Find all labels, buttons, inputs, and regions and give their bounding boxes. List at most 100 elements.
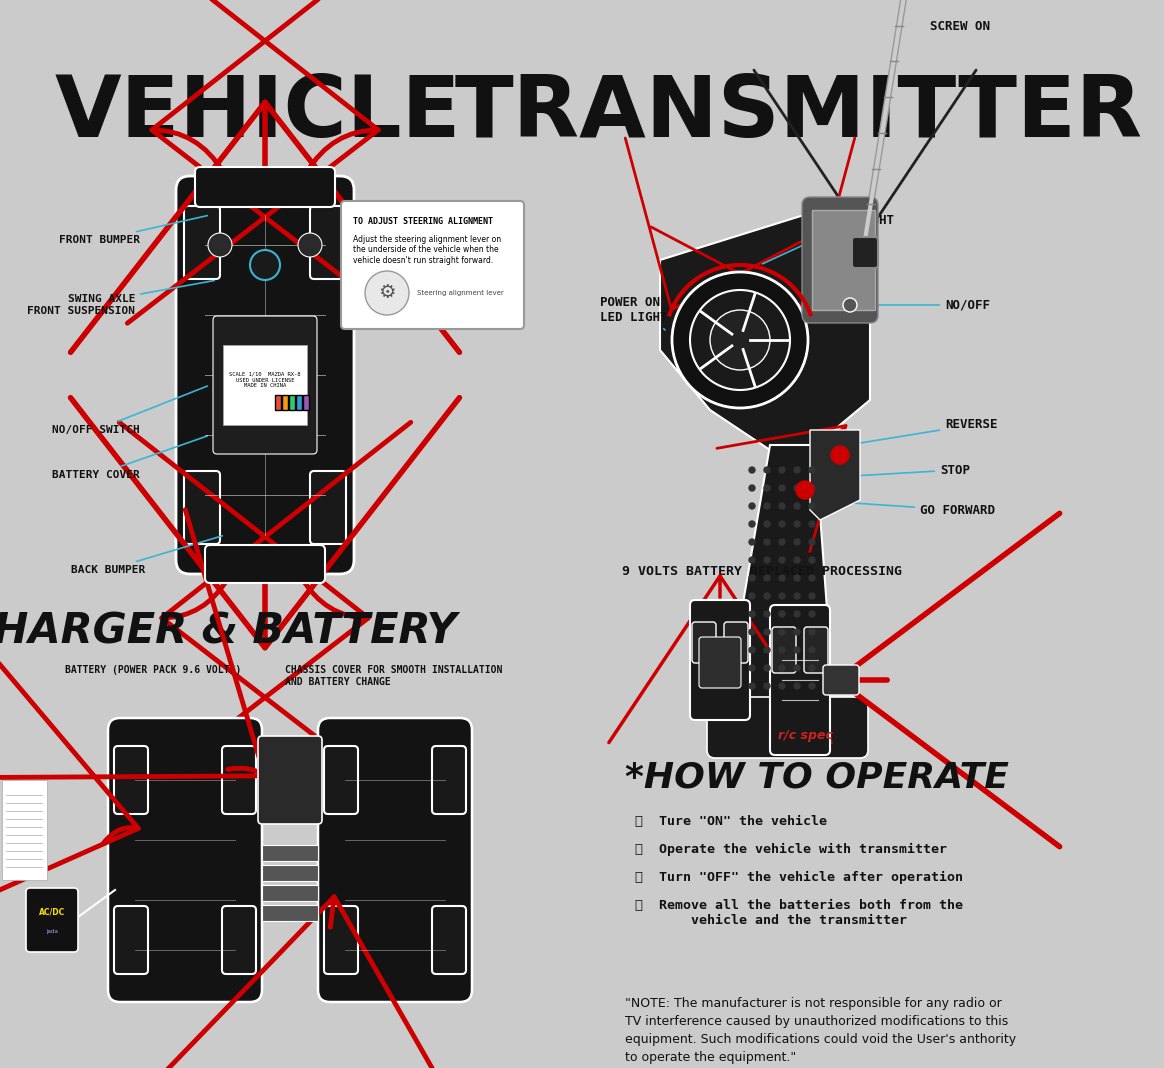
Circle shape [764,575,771,581]
Circle shape [672,272,808,408]
Circle shape [779,485,785,491]
Circle shape [779,521,785,527]
FancyBboxPatch shape [114,906,148,974]
FancyBboxPatch shape [310,206,346,279]
Circle shape [748,575,755,581]
FancyBboxPatch shape [262,885,318,901]
Circle shape [779,467,785,473]
FancyBboxPatch shape [823,665,859,695]
Text: NO/OFF: NO/OFF [854,298,991,312]
Text: ④  Remove all the batteries both from the
       vehicle and the transmitter: ④ Remove all the batteries both from the… [636,899,963,927]
FancyBboxPatch shape [802,197,878,323]
FancyBboxPatch shape [324,906,359,974]
FancyBboxPatch shape [432,747,466,814]
Circle shape [748,593,755,599]
Text: NO/OFF SWITCH: NO/OFF SWITCH [52,386,207,435]
Polygon shape [812,210,875,310]
Circle shape [779,684,785,689]
FancyBboxPatch shape [262,905,318,921]
Text: SWING AXLE
FRONT SUSPENSION: SWING AXLE FRONT SUSPENSION [27,281,214,316]
FancyBboxPatch shape [205,545,325,583]
Circle shape [809,629,815,635]
Circle shape [794,647,800,653]
Text: VEHICLE: VEHICLE [55,72,461,155]
Polygon shape [810,430,860,520]
Text: ②  Operate the vehicle with transmitter: ② Operate the vehicle with transmitter [636,843,947,857]
Circle shape [796,481,814,499]
Circle shape [794,557,800,563]
FancyBboxPatch shape [310,471,346,544]
Circle shape [809,521,815,527]
Text: ⚙: ⚙ [378,283,396,302]
Circle shape [710,310,771,370]
Text: CHARGER & BATTERY: CHARGER & BATTERY [0,610,457,651]
FancyBboxPatch shape [108,718,262,1002]
Circle shape [794,503,800,509]
Circle shape [794,467,800,473]
Circle shape [365,271,409,315]
Text: ③  Turn "OFF" the vehicle after operation: ③ Turn "OFF" the vehicle after operation [636,871,963,884]
FancyBboxPatch shape [771,604,830,755]
FancyBboxPatch shape [26,888,78,952]
Circle shape [809,467,815,473]
Text: TRANSMITTER: TRANSMITTER [455,72,1143,155]
Circle shape [831,446,849,464]
Polygon shape [660,210,870,450]
Circle shape [764,684,771,689]
Circle shape [809,503,815,509]
Text: REVERSE: REVERSE [851,419,998,444]
FancyBboxPatch shape [2,780,47,880]
FancyBboxPatch shape [324,747,359,814]
Circle shape [794,521,800,527]
Circle shape [809,485,815,491]
FancyBboxPatch shape [318,718,471,1002]
Circle shape [250,250,281,280]
FancyBboxPatch shape [700,637,741,688]
Circle shape [208,233,232,257]
Circle shape [764,647,771,653]
Circle shape [690,290,790,390]
FancyBboxPatch shape [176,176,354,574]
Circle shape [764,503,771,509]
Circle shape [764,557,771,563]
Text: jada: jada [47,929,58,934]
Circle shape [748,684,755,689]
Circle shape [779,503,785,509]
Circle shape [764,539,771,545]
FancyBboxPatch shape [432,906,466,974]
Circle shape [764,665,771,671]
Circle shape [748,629,755,635]
Text: Steering alignment lever: Steering alignment lever [417,290,504,296]
Circle shape [779,539,785,545]
Text: "NOTE: The manufacturer is not responsible for any radio or
TV interference caus: "NOTE: The manufacturer is not responsib… [625,998,1016,1064]
Circle shape [794,684,800,689]
Circle shape [779,629,785,635]
Circle shape [779,611,785,617]
Circle shape [794,629,800,635]
Text: TO ADJUST STEERING ALIGNMENT: TO ADJUST STEERING ALIGNMENT [353,217,494,226]
FancyBboxPatch shape [184,206,220,279]
Text: r/c spec: r/c spec [778,728,832,741]
Circle shape [809,539,815,545]
FancyBboxPatch shape [693,622,716,663]
Circle shape [779,575,785,581]
FancyBboxPatch shape [303,395,308,410]
Text: LEFT/RIGHT: LEFT/RIGHT [762,214,895,264]
Circle shape [779,593,785,599]
FancyBboxPatch shape [852,237,878,268]
FancyBboxPatch shape [804,627,828,673]
Text: BACK BUMPER: BACK BUMPER [71,536,222,575]
FancyBboxPatch shape [772,627,796,673]
Circle shape [809,684,815,689]
Circle shape [748,521,755,527]
Text: Adjust the steering alignment lever on
the underside of the vehicle when the
veh: Adjust the steering alignment lever on t… [353,235,502,265]
FancyBboxPatch shape [724,622,748,663]
Circle shape [748,557,755,563]
Polygon shape [734,445,830,710]
Circle shape [764,467,771,473]
Text: CHASSIS COVER FOR SMOOTH INSTALLATION
AND BATTERY CHANGE: CHASSIS COVER FOR SMOOTH INSTALLATION AN… [285,665,503,687]
Text: STOP: STOP [821,464,970,477]
Circle shape [809,647,815,653]
Text: BATTERY (POWER PACK 9.6 VOLTS): BATTERY (POWER PACK 9.6 VOLTS) [65,665,241,675]
Circle shape [779,557,785,563]
